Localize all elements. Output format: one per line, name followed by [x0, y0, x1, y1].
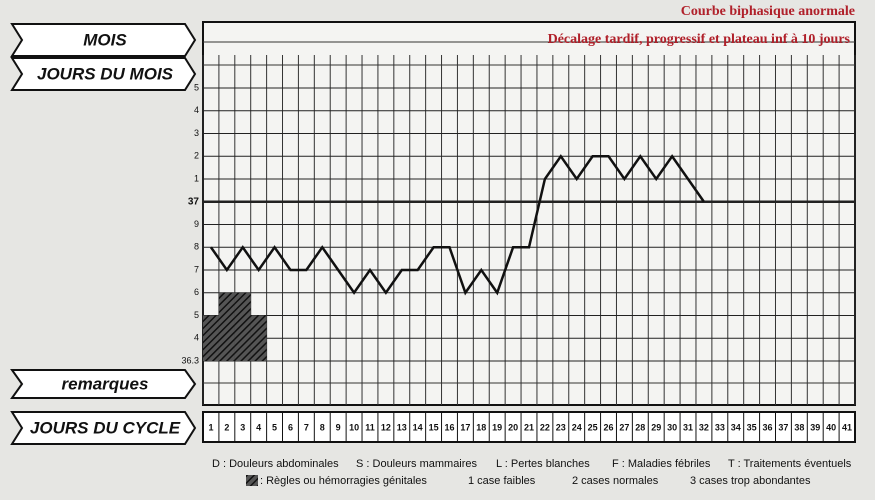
- x-tick-label: 35: [747, 422, 757, 432]
- x-tick-label: 23: [556, 422, 566, 432]
- x-tick-label: 12: [381, 422, 391, 432]
- y-tick-label: 5: [194, 82, 199, 92]
- x-tick-label: 10: [349, 422, 359, 432]
- legend-item: 1 case faibles: [468, 475, 536, 487]
- x-tick-label: 21: [524, 422, 534, 432]
- legend-item: 2 cases normales: [572, 475, 659, 487]
- menses-bar: [203, 315, 219, 361]
- x-tick-label: 38: [794, 422, 804, 432]
- x-tick-label: 3: [240, 422, 245, 432]
- y-tick-label: 6: [194, 287, 199, 297]
- x-tick-label: 17: [460, 422, 470, 432]
- x-tick-label: 33: [715, 422, 725, 432]
- x-tick-label: 14: [413, 422, 423, 432]
- y-tick-label: 4: [194, 333, 199, 343]
- x-tick-label: 30: [667, 422, 677, 432]
- x-tick-label: 22: [540, 422, 550, 432]
- legend-item: 3 cases trop abondantes: [690, 475, 811, 487]
- legend-item: D : Douleurs abdominales: [212, 458, 339, 470]
- x-tick-label: 9: [336, 422, 341, 432]
- x-tick-label: 1: [208, 422, 213, 432]
- row-label: JOURS DU MOIS: [37, 64, 174, 83]
- legend-item: T : Traitements éventuels: [728, 458, 852, 470]
- x-tick-label: 7: [304, 422, 309, 432]
- legend: D : Douleurs abdominales S : Douleurs ma…: [212, 458, 852, 487]
- x-tick-label: 11: [365, 422, 375, 432]
- temperature-line: [209, 154, 705, 296]
- x-tick-label: 27: [619, 422, 629, 432]
- row-label: MOIS: [83, 30, 127, 49]
- chart-subtitle: Décalage tardif, progressif et plateau i…: [548, 32, 851, 47]
- x-tick-label: 24: [572, 422, 582, 432]
- x-tick-label: 26: [604, 422, 614, 432]
- x-tick-label: 32: [699, 422, 709, 432]
- x-tick-label: 25: [588, 422, 598, 432]
- legend-swatch: [246, 475, 258, 486]
- legend-item: L : Pertes blanches: [496, 458, 590, 470]
- y-tick-label: 9: [194, 219, 199, 229]
- x-tick-label: 39: [810, 422, 820, 432]
- x-tick-label: 34: [731, 422, 741, 432]
- row-label-box: [10, 57, 197, 91]
- y-tick-label: 5: [194, 310, 199, 320]
- y-tick-label: 4: [194, 105, 199, 115]
- y-tick-label: 3: [194, 128, 199, 138]
- x-tick-label: 4: [256, 422, 261, 432]
- legend-item: F : Maladies fébriles: [612, 458, 711, 470]
- x-tick-label: 20: [508, 422, 518, 432]
- y-tick-label: 37: [188, 196, 200, 207]
- x-tick-label: 41: [842, 422, 852, 432]
- legend-item: : Règles ou hémorragies génitales: [260, 475, 427, 487]
- x-tick-label: 8: [320, 422, 325, 432]
- y-tick-label: 1: [194, 173, 199, 183]
- cycle-row: [202, 411, 856, 443]
- x-tick-label: 29: [651, 422, 661, 432]
- x-tick-label: 2: [224, 422, 229, 432]
- menses-bar: [234, 292, 251, 361]
- x-tick-label: 16: [444, 422, 454, 432]
- row-label-box: [10, 369, 197, 399]
- x-tick-label: 31: [683, 422, 693, 432]
- x-tick-label: 36: [763, 422, 773, 432]
- menses-bar: [250, 315, 267, 361]
- x-tick-label: 13: [397, 422, 407, 432]
- x-tick-label: 15: [429, 422, 439, 432]
- x-tick-label: 5: [272, 422, 277, 432]
- x-tick-label: 40: [826, 422, 836, 432]
- row-label: remarques: [62, 374, 149, 393]
- x-tick-label: 19: [492, 422, 502, 432]
- row-label-box: [10, 411, 197, 445]
- legend-item: S : Douleurs mammaires: [356, 458, 478, 470]
- y-tick-label: 36.3: [181, 355, 199, 365]
- x-tick-label: 6: [288, 422, 293, 432]
- row-label: JOURS DU CYCLE: [30, 418, 181, 437]
- y-tick-label: 8: [194, 242, 199, 252]
- chart-title: Courbe biphasique anormale: [681, 4, 855, 19]
- row-label-box: [10, 23, 197, 57]
- menses-bar: [218, 292, 235, 361]
- grid-frame: [202, 21, 856, 406]
- x-tick-label: 28: [635, 422, 645, 432]
- x-tick-label: 37: [778, 422, 788, 432]
- x-tick-label: 18: [476, 422, 486, 432]
- y-tick-label: 2: [194, 151, 199, 161]
- y-tick-label: 7: [194, 264, 199, 274]
